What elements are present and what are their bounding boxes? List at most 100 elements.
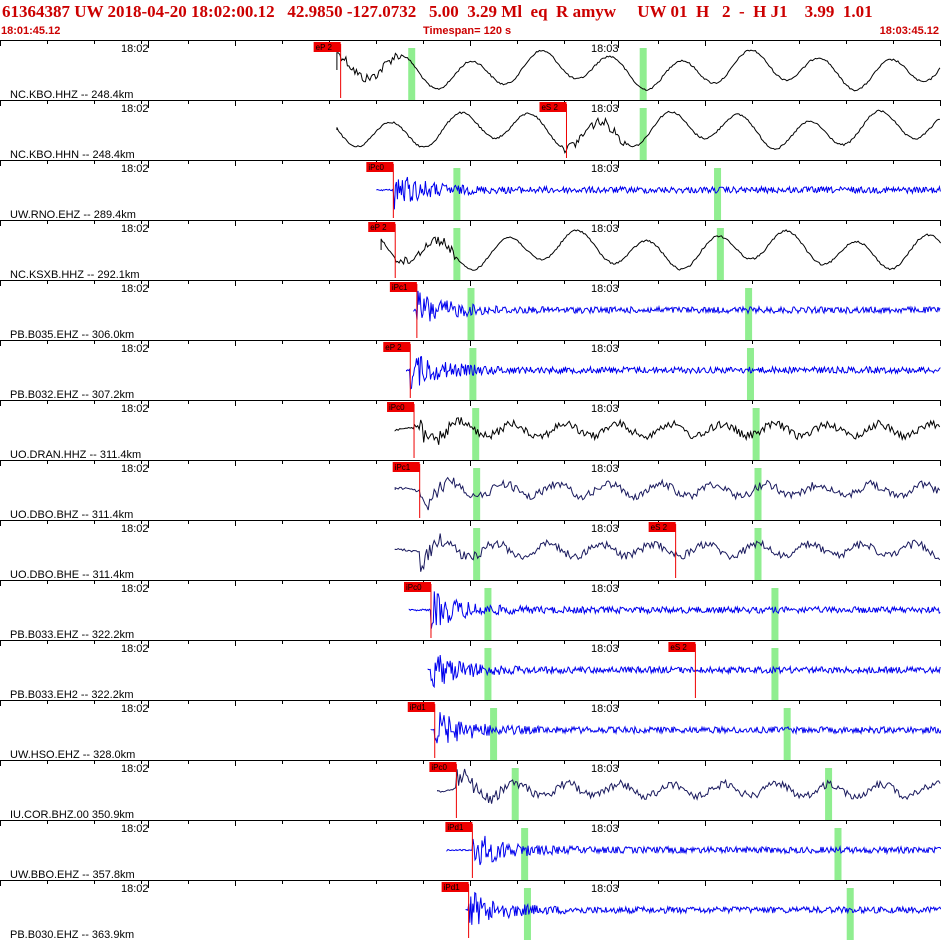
trace-row: 18:02 18:03 iPc0 IU.COR.BHZ.00 350.9km bbox=[0, 760, 941, 821]
trace-row: 18:02 18:03 eP 2 PB.B032.EHZ -- 307.2km bbox=[0, 340, 941, 401]
station-label: PB.B035.EHZ -- 306.0km bbox=[10, 329, 134, 341]
minute-tick-label: 18:03 bbox=[591, 703, 619, 715]
pick-flag bbox=[445, 822, 473, 832]
theoretical-arrival-marker bbox=[521, 828, 529, 880]
trace-row: 18:02 18:03 iPc0 UO.DRAN.HHZ -- 311.4km bbox=[0, 400, 941, 461]
minute-tick-label: 18:03 bbox=[591, 643, 619, 655]
minute-tick-label: 18:02 bbox=[121, 703, 149, 715]
pick-flag bbox=[392, 462, 420, 472]
station-label: PB.B030.EHZ -- 363.9km bbox=[10, 929, 134, 940]
station-label: NC.KBO.HHN -- 248.4km bbox=[10, 149, 135, 161]
waveform bbox=[394, 533, 941, 572]
theoretical-arrival-marker bbox=[639, 108, 647, 160]
minute-tick-label: 18:03 bbox=[591, 103, 619, 115]
pick-flag bbox=[403, 582, 431, 592]
minute-tick-label: 18:02 bbox=[121, 223, 149, 235]
pick-flag bbox=[389, 282, 417, 292]
trace-row: 18:02 18:03 eP 2 NC.KSXB.HHZ -- 292.1km bbox=[0, 220, 941, 281]
minute-tick-label: 18:03 bbox=[591, 163, 619, 175]
minute-tick-label: 18:03 bbox=[591, 403, 619, 415]
station-label: UW.BBO.EHZ -- 357.8km bbox=[10, 869, 135, 881]
station-label: UO.DBO.BHZ -- 311.4km bbox=[10, 509, 133, 521]
theoretical-arrival-marker bbox=[408, 48, 416, 100]
minute-tick-label: 18:02 bbox=[121, 103, 149, 115]
minute-tick-label: 18:02 bbox=[121, 523, 149, 535]
minute-tick-label: 18:02 bbox=[121, 643, 149, 655]
pick-flag bbox=[313, 42, 341, 52]
minute-tick-label: 18:03 bbox=[591, 463, 619, 475]
theoretical-arrival-marker bbox=[511, 768, 519, 820]
theoretical-arrival-marker bbox=[639, 48, 647, 100]
pick-label: eP 2 bbox=[316, 43, 333, 52]
minute-tick-label: 18:03 bbox=[591, 223, 619, 235]
minute-tick-label: 18:02 bbox=[121, 823, 149, 835]
theoretical-arrival-marker bbox=[825, 768, 833, 820]
station-label: UO.DBO.BHE -- 311.4km bbox=[10, 569, 134, 581]
pick-label: eS 2 bbox=[670, 643, 687, 652]
minute-tick-label: 18:02 bbox=[121, 283, 149, 295]
theoretical-arrival-marker bbox=[783, 708, 791, 760]
waveform bbox=[336, 49, 941, 92]
pick-label: iPd1 bbox=[410, 703, 427, 712]
pick-flag bbox=[383, 342, 411, 352]
theoretical-arrival-marker bbox=[523, 888, 531, 940]
station-label: PB.B032.EHZ -- 307.2km bbox=[10, 389, 134, 401]
theoretical-arrival-marker bbox=[746, 348, 754, 400]
waveform bbox=[380, 229, 941, 271]
trace-row: 18:02 18:03 eS 2 PB.B033.EH2 -- 322.2km bbox=[0, 640, 941, 701]
waveform bbox=[408, 591, 941, 629]
pick-label: eP 2 bbox=[370, 223, 387, 232]
theoretical-arrival-marker bbox=[453, 168, 461, 220]
minute-tick-label: 18:03 bbox=[591, 583, 619, 595]
theoretical-arrival-marker bbox=[752, 408, 760, 460]
event-summary-line: 61364387 UW 2018-04-20 18:02:00.12 42.98… bbox=[2, 2, 873, 21]
minute-tick-label: 18:02 bbox=[121, 43, 149, 55]
theoretical-arrival-marker bbox=[834, 828, 842, 880]
pick-label: iPc0 bbox=[431, 763, 447, 772]
waveform bbox=[394, 417, 941, 445]
pick-label: iPd1 bbox=[447, 823, 464, 832]
pick-label: eS 2 bbox=[651, 523, 668, 532]
station-label: NC.KBO.HHZ -- 248.4km bbox=[10, 89, 133, 101]
pick-label: iPd1 bbox=[444, 883, 461, 892]
theoretical-arrival-marker bbox=[754, 528, 762, 580]
theoretical-arrival-marker bbox=[716, 228, 724, 280]
minute-tick-label: 18:02 bbox=[121, 403, 149, 415]
theoretical-arrival-marker bbox=[453, 228, 461, 280]
minute-tick-label: 18:03 bbox=[591, 763, 619, 775]
timespan-label: Timespan= 120 s bbox=[423, 25, 512, 37]
waveform bbox=[430, 712, 941, 744]
theoretical-arrival-marker bbox=[714, 168, 722, 220]
pick-label: iPc0 bbox=[368, 163, 384, 172]
pick-flag bbox=[429, 762, 457, 772]
trace-row: 18:02 18:03 eS 2 NC.KBO.HHN -- 248.4km bbox=[0, 100, 941, 161]
pick-flag bbox=[441, 882, 469, 892]
minute-tick-label: 18:02 bbox=[121, 163, 149, 175]
trace-row: 18:02 18:03 iPd1 UW.HSO.EHZ -- 328.0km bbox=[0, 700, 941, 761]
trace-row: 18:02 18:03 iPc0 PB.B033.EHZ -- 322.2km bbox=[0, 580, 941, 641]
minute-tick-label: 18:03 bbox=[591, 883, 619, 895]
theoretical-arrival-marker bbox=[745, 288, 753, 340]
trace-row: 18:02 18:03 iPc1 PB.B035.EHZ -- 306.0km bbox=[0, 280, 941, 341]
waveform bbox=[406, 356, 941, 390]
minute-tick-label: 18:03 bbox=[591, 343, 619, 355]
minute-tick-label: 18:02 bbox=[121, 583, 149, 595]
window-start-time: 18:01:45.12 bbox=[1, 25, 61, 37]
pick-label: eP 2 bbox=[385, 343, 402, 352]
pick-label: iPc0 bbox=[406, 583, 422, 592]
station-label: NC.KSXB.HHZ -- 292.1km bbox=[10, 269, 140, 281]
pick-label: iPc1 bbox=[395, 463, 411, 472]
waveform bbox=[427, 654, 941, 689]
pick-flag bbox=[539, 102, 567, 112]
waveform bbox=[394, 476, 941, 511]
theoretical-arrival-marker bbox=[484, 648, 492, 700]
station-label: UW.HSO.EHZ -- 328.0km bbox=[10, 749, 135, 761]
pick-flag bbox=[366, 162, 394, 172]
station-label: IU.COR.BHZ.00 350.9km bbox=[10, 809, 134, 821]
minute-tick-label: 18:02 bbox=[121, 763, 149, 775]
theoretical-arrival-marker bbox=[473, 468, 481, 520]
waveform bbox=[465, 891, 941, 925]
trace-row: 18:02 18:03 eP 2 NC.KBO.HHZ -- 248.4km bbox=[0, 40, 941, 101]
station-label: PB.B033.EHZ -- 322.2km bbox=[10, 629, 134, 641]
